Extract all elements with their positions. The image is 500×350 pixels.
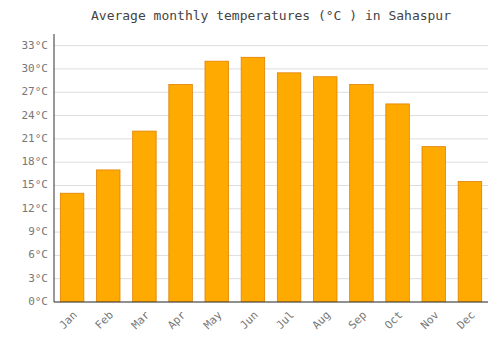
grid-line <box>54 68 488 69</box>
grid-line <box>54 115 488 116</box>
bar <box>422 147 446 302</box>
bar <box>169 84 193 302</box>
bar <box>350 84 374 302</box>
bars <box>60 57 481 302</box>
x-tick-labels: Jan Feb Mar Apr May Jun Jul Aug Sep Oct Nov Dec <box>57 308 478 332</box>
x-tick-label: Feb <box>93 309 116 332</box>
y-tick-label: 30°C <box>22 62 49 75</box>
axes <box>54 34 488 302</box>
title: Average monthly temperatures (°C ) in Sa… <box>91 8 451 23</box>
x-tick-label: Sep <box>346 309 369 332</box>
bar <box>313 77 337 302</box>
y-tick-label: 27°C <box>22 85 49 98</box>
chart: 0°C 3°C 6°C 9°C 12°C 15°C 18°C 21°C 24°C 27°C 30°C… <box>0 0 500 350</box>
x-tick-label: Oct <box>382 309 405 332</box>
grid-line <box>54 45 488 46</box>
y-tick-label: 12°C <box>22 202 49 215</box>
bar <box>386 104 410 302</box>
y-tick-label: 24°C <box>22 109 49 122</box>
y-tick-label: 21°C <box>22 132 49 145</box>
y-tick-label: 6°C <box>28 248 48 261</box>
y-tick-label: 3°C <box>28 272 48 285</box>
x-tick-label: Dec <box>454 309 477 332</box>
bar <box>277 73 301 302</box>
x-tick-label: Jun <box>237 309 260 332</box>
grid <box>54 46 488 302</box>
y-tick-label: 15°C <box>22 178 49 191</box>
x-tick-label: Jul <box>274 309 297 332</box>
grid-line <box>54 302 488 303</box>
bar <box>205 61 229 302</box>
y-axis-line <box>54 34 55 302</box>
grid-line <box>54 138 488 139</box>
bar <box>241 57 265 302</box>
x-tick-label: Aug <box>310 309 333 332</box>
bar <box>458 182 482 302</box>
bar <box>133 131 157 302</box>
x-tick-label: May <box>201 308 225 332</box>
x-tick-label: Jan <box>57 309 80 332</box>
x-tick-label: Apr <box>165 308 189 332</box>
y-tick-labels: 0°C 3°C 6°C 9°C 12°C 15°C 18°C 21°C 24°C 27°C 30°C… <box>22 39 49 308</box>
x-tick-label: Nov <box>418 308 442 332</box>
y-tick-label: 0°C <box>28 295 48 308</box>
x-axis-line <box>54 302 488 303</box>
grid-line <box>54 92 488 93</box>
y-tick-label: 18°C <box>22 155 49 168</box>
y-tick-label: 33°C <box>22 39 49 52</box>
chart-container: 0°C 3°C 6°C 9°C 12°C 15°C 18°C 21°C 24°C 27°C 30°C… <box>0 0 500 350</box>
x-tick-label: Mar <box>129 308 153 332</box>
bar <box>60 193 84 302</box>
y-tick-label: 9°C <box>28 225 48 238</box>
bar <box>96 170 120 302</box>
